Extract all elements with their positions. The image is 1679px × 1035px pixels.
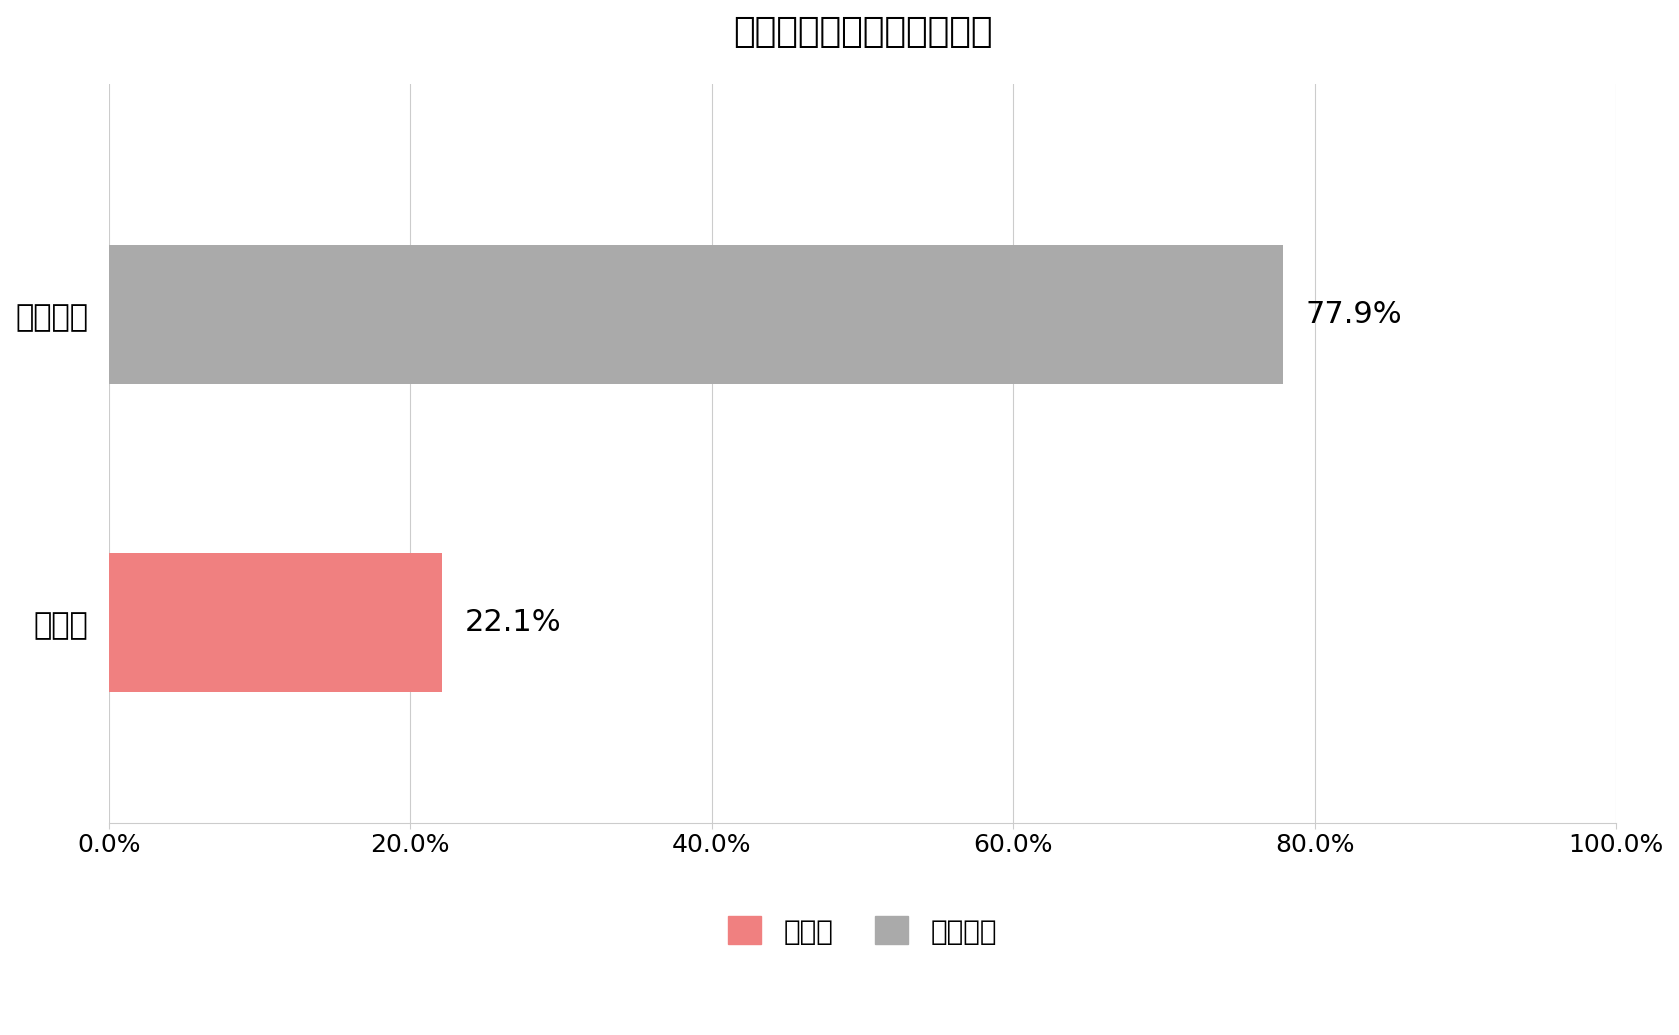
Title: 食べたことのある豆苗料理: 食べたことのある豆苗料理 — [732, 14, 992, 49]
Legend: サラダ, 炒めもの: サラダ, 炒めもの — [717, 905, 1009, 956]
Text: 22.1%: 22.1% — [465, 609, 561, 638]
Bar — [109, 554, 442, 691]
Bar — [109, 245, 1283, 384]
Text: 77.9%: 77.9% — [1306, 300, 1402, 329]
